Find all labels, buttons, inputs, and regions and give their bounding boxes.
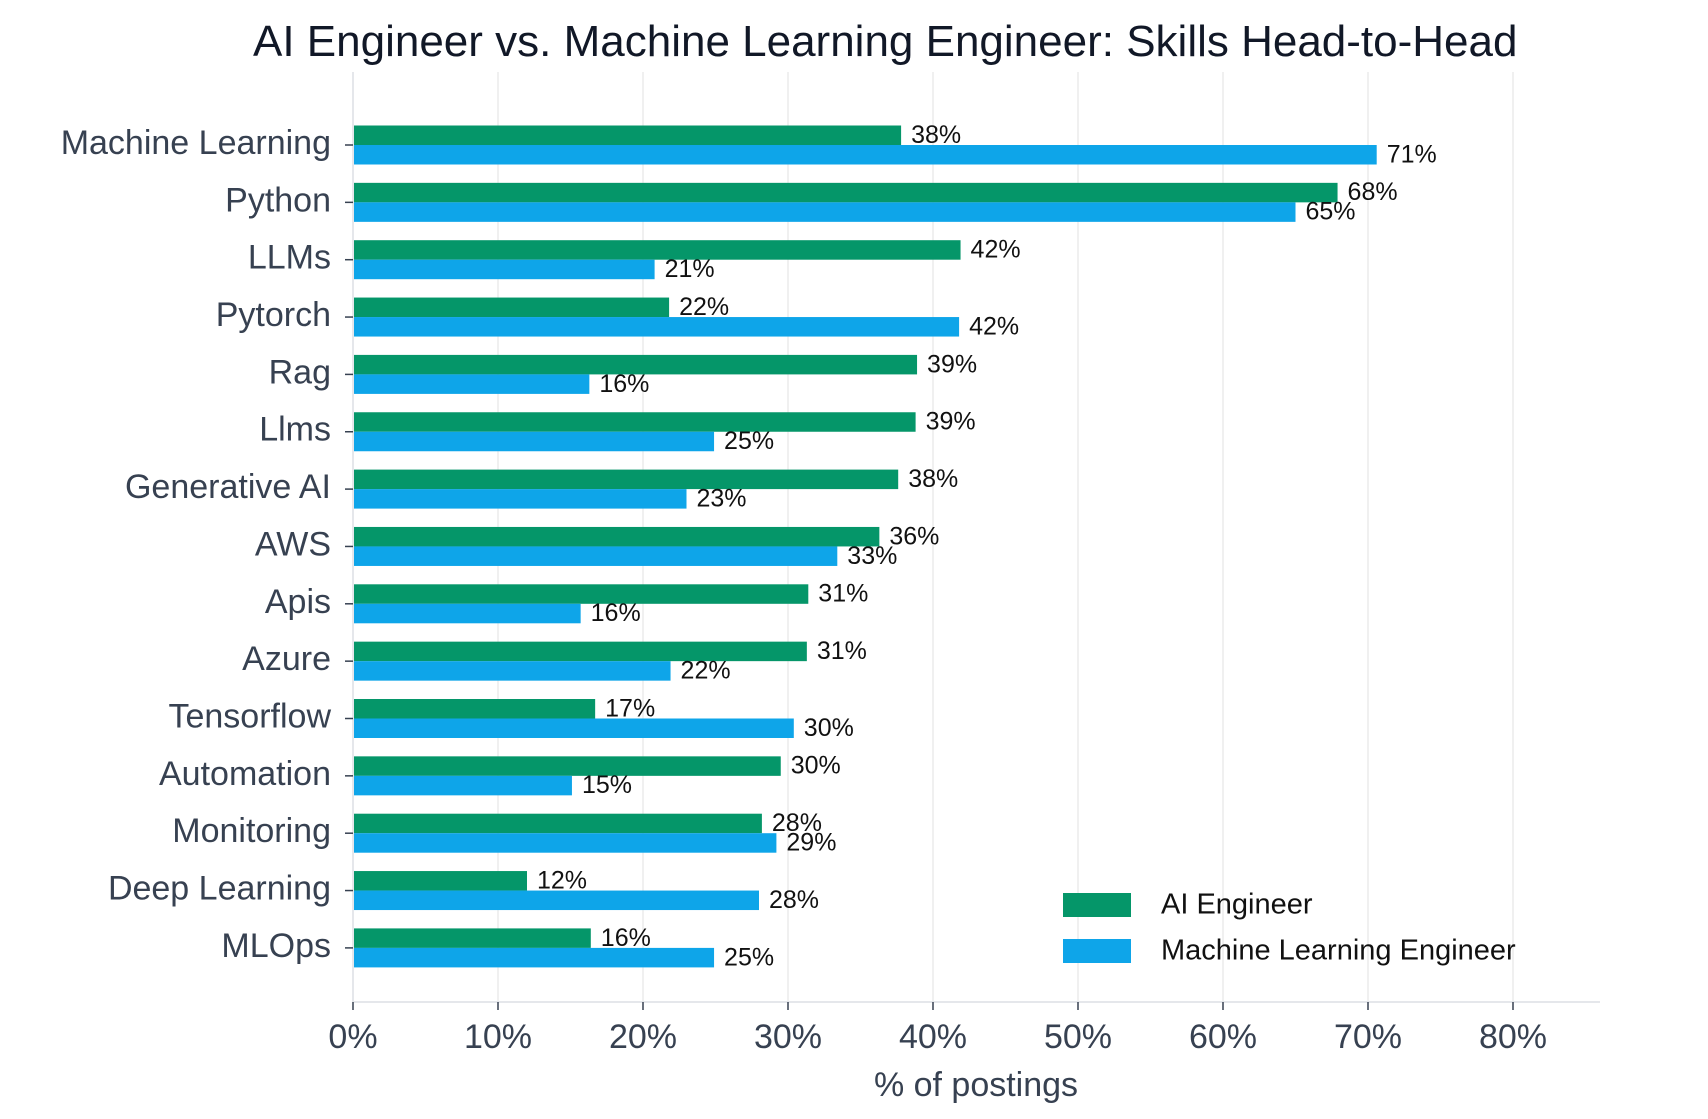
data-label: 39%	[926, 408, 976, 436]
data-label: 15%	[582, 771, 632, 799]
chart-title: AI Engineer vs. Machine Learning Enginee…	[253, 17, 1517, 66]
data-label: 23%	[697, 484, 747, 512]
x-tick-label: 70%	[1334, 1018, 1402, 1056]
category-label: Monitoring	[172, 812, 331, 850]
data-label: 28%	[772, 809, 822, 837]
bar-ml-engineer	[353, 431, 715, 452]
category-label: Azure	[242, 640, 331, 678]
data-label: 16%	[601, 924, 651, 952]
bar-ai-engineer	[353, 125, 902, 145]
bar-ai-engineer	[353, 871, 527, 891]
legend-swatch-ai-engineer	[1063, 893, 1131, 917]
data-label: 22%	[681, 657, 731, 685]
data-label: 21%	[665, 255, 715, 283]
bar-ai-engineer	[353, 756, 781, 776]
category-label: MLOps	[221, 927, 331, 965]
legend-label: Machine Learning Engineer	[1161, 935, 1516, 967]
data-label: 25%	[724, 943, 774, 971]
legend-swatch-ml-engineer	[1063, 939, 1131, 963]
bar-ml-engineer	[353, 317, 960, 337]
category-label: Pytorch	[216, 296, 331, 334]
x-tick-label: 60%	[1189, 1018, 1257, 1056]
bar-ai-engineer	[353, 182, 1338, 203]
x-tick-label: 30%	[754, 1018, 822, 1056]
data-label: 42%	[969, 312, 1019, 340]
bar-ai-engineer	[353, 526, 880, 547]
x-tick-label: 40%	[899, 1018, 967, 1056]
category-label: LLMs	[248, 239, 331, 277]
bar-ml-engineer	[353, 890, 759, 911]
category-label: Rag	[269, 353, 331, 391]
bar-ai-engineer	[353, 297, 670, 318]
data-label: 16%	[599, 370, 649, 398]
data-label: 65%	[1306, 198, 1356, 226]
data-label: 68%	[1348, 178, 1398, 206]
bar-ai-engineer	[353, 813, 762, 834]
category-label: Deep Learning	[108, 870, 331, 908]
bar-ai-engineer	[353, 240, 961, 260]
data-label: 30%	[791, 752, 841, 780]
x-tick-label: 80%	[1479, 1018, 1547, 1056]
x-tick-label: 10%	[464, 1018, 532, 1056]
bar-ai-engineer	[353, 641, 807, 662]
data-label: 71%	[1387, 140, 1437, 168]
data-label: 38%	[908, 465, 958, 493]
category-label: Python	[225, 181, 331, 219]
category-label: Tensorflow	[168, 697, 331, 735]
data-label: 17%	[605, 694, 655, 722]
data-label: 33%	[847, 542, 897, 570]
bar-ml-engineer	[353, 259, 655, 280]
bar-ml-engineer	[353, 718, 794, 738]
bar-ai-engineer	[353, 354, 918, 375]
bars	[353, 125, 1377, 968]
bar-ml-engineer	[353, 833, 777, 853]
data-label: 22%	[679, 293, 729, 321]
bar-ml-engineer	[353, 546, 838, 566]
bar-ml-engineer	[353, 775, 572, 796]
data-label: 38%	[911, 121, 961, 149]
bar-ml-engineer	[353, 603, 581, 624]
bar-ml-engineer	[353, 489, 687, 509]
bar-ai-engineer	[353, 469, 899, 490]
x-tick-label: 20%	[609, 1018, 677, 1056]
data-label: 31%	[818, 580, 868, 608]
x-axis-title: % of postings	[874, 1066, 1078, 1104]
data-label: 28%	[769, 886, 819, 914]
category-label: Automation	[159, 755, 331, 793]
data-label: 42%	[971, 236, 1021, 264]
category-label: Machine Learning	[61, 124, 331, 162]
legend: AI Engineer Machine Learning Engineer	[1063, 889, 1516, 967]
category-label: Generative AI	[125, 468, 331, 506]
data-label: 16%	[591, 599, 641, 627]
data-label: 36%	[889, 522, 939, 550]
x-tick-label: 50%	[1044, 1018, 1112, 1056]
bar-ai-engineer	[353, 584, 809, 604]
bar-ml-engineer	[353, 947, 715, 968]
x-tick-label: 0%	[328, 1018, 377, 1056]
data-label: 39%	[927, 350, 977, 378]
data-labels: 38% 71% 68%65% 42% 21% 22% 42% 39% 16% 39% 25% 38% 2…	[537, 121, 1437, 971]
category-label: AWS	[255, 525, 331, 563]
bar-ml-engineer	[353, 374, 590, 394]
category-label: Llms	[259, 411, 331, 449]
data-label: 29%	[786, 829, 836, 857]
data-label: 25%	[724, 427, 774, 455]
legend-label: AI Engineer	[1161, 889, 1313, 921]
data-label: 31%	[817, 637, 867, 665]
bar-ml-engineer	[353, 145, 1377, 165]
bar-ml-engineer	[353, 202, 1296, 222]
data-label: 30%	[804, 714, 854, 742]
bar-ai-engineer	[353, 412, 916, 432]
bar-ai-engineer	[353, 928, 591, 948]
bar-ml-engineer	[353, 661, 671, 681]
data-label: 12%	[537, 866, 587, 894]
category-label: Apis	[265, 583, 331, 621]
axes: 0% 10% 20% 30% 40% 50% 60% 70% 80% Machine Learni…	[61, 72, 1600, 1056]
bar-ai-engineer	[353, 699, 596, 719]
